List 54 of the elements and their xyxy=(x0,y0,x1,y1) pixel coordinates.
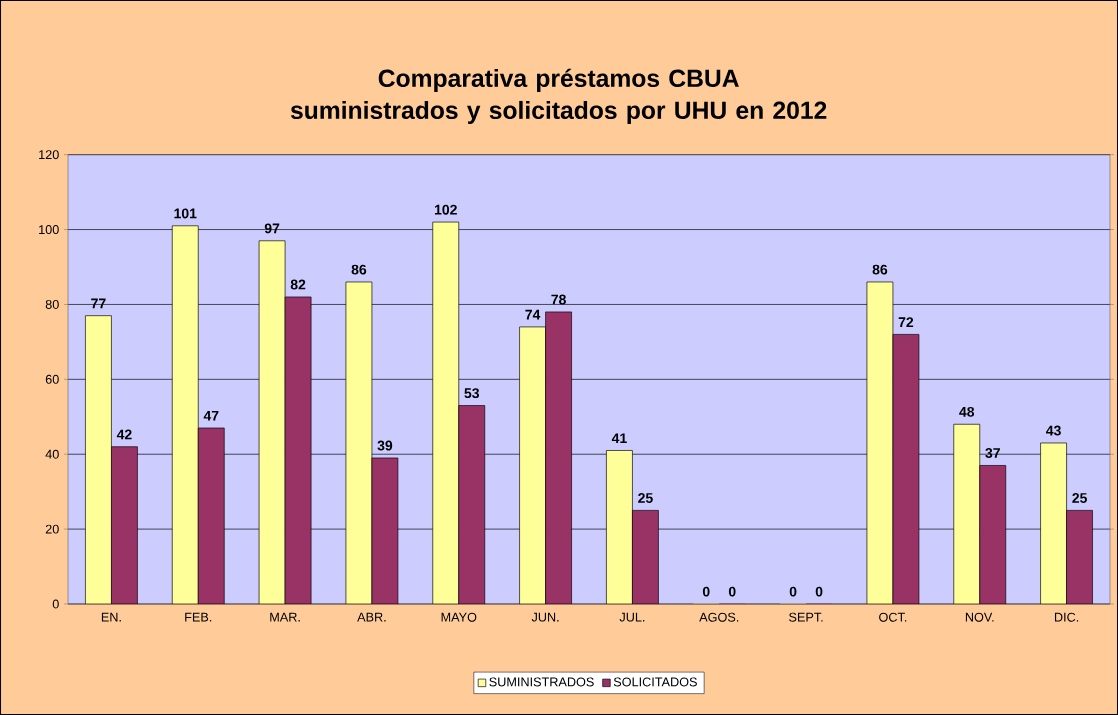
x-tick-label: OCT. xyxy=(879,612,907,622)
data-label: 43 xyxy=(1046,425,1061,436)
x-tick-label: MAR. xyxy=(270,612,300,622)
data-label: 86 xyxy=(351,264,367,275)
legend-label: SUMINISTRADOS xyxy=(489,677,594,687)
y-tick-label: 80 xyxy=(45,299,59,309)
data-label: 53 xyxy=(464,388,480,399)
data-label: 101 xyxy=(174,208,197,219)
x-tick-label: FEB. xyxy=(185,612,212,622)
data-label: 0 xyxy=(789,586,797,597)
data-label: 0 xyxy=(728,586,736,597)
x-tick-label: NOV. xyxy=(965,612,994,622)
data-label: 25 xyxy=(638,493,653,503)
y-tick-label: 40 xyxy=(45,449,59,459)
data-label: 72 xyxy=(898,317,914,327)
legend-label: SOLICITADOS xyxy=(613,677,697,687)
data-label: 74 xyxy=(525,309,541,320)
x-tick-label: MAYO xyxy=(441,612,477,622)
x-tick-label: EN. xyxy=(101,612,121,622)
y-tick-label: 120 xyxy=(39,150,59,160)
data-label: 39 xyxy=(377,440,393,451)
x-tick-label: DIC. xyxy=(1054,612,1079,622)
bar xyxy=(1040,442,1067,604)
data-label: 78 xyxy=(551,294,566,305)
data-label: 0 xyxy=(815,586,823,597)
bar xyxy=(866,281,894,604)
y-tick-label: 0 xyxy=(52,599,59,609)
y-tick-label: 60 xyxy=(45,374,59,384)
bar xyxy=(519,326,546,604)
data-label: 25 xyxy=(1072,493,1087,503)
data-label: 42 xyxy=(116,429,132,440)
bar xyxy=(85,315,112,604)
data-label: 48 xyxy=(959,406,975,417)
data-label: 0 xyxy=(702,586,710,597)
x-tick-label: JUN. xyxy=(531,612,559,622)
chart-title: Comparativa préstamos CBUA suministrados y solicitados por UHU en 2012 xyxy=(290,68,827,124)
x-tick-label: SEPT. xyxy=(789,612,823,622)
bar xyxy=(606,450,633,604)
bar xyxy=(432,221,460,604)
x-tick-label: AGOS. xyxy=(699,612,739,622)
data-label: 86 xyxy=(872,264,888,275)
x-tick-label: ABR. xyxy=(357,612,386,622)
data-label: 47 xyxy=(203,410,219,421)
y-tick-label: 100 xyxy=(39,225,59,235)
data-label: 37 xyxy=(985,448,1000,459)
bar xyxy=(345,281,373,604)
data-label: 102 xyxy=(434,204,457,215)
bar xyxy=(258,240,286,604)
data-label: 41 xyxy=(611,433,627,444)
bar xyxy=(171,225,199,604)
bar xyxy=(953,423,981,604)
data-label: 82 xyxy=(290,279,306,290)
x-tick-label: JUL. xyxy=(619,612,645,622)
y-tick-label: 20 xyxy=(45,524,59,534)
